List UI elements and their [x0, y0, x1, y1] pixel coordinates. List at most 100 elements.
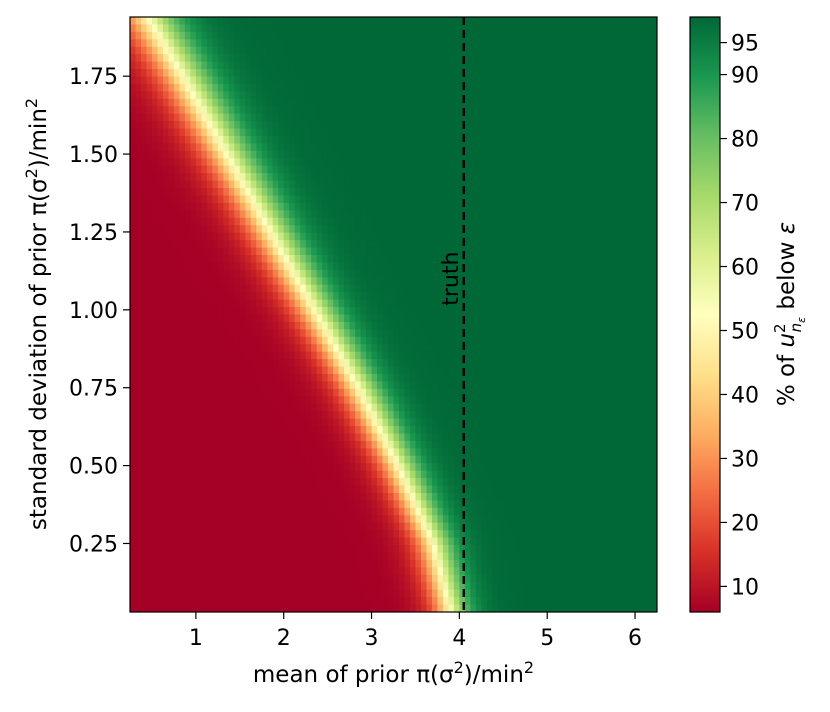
heatmap-cell [398, 396, 406, 405]
heatmap-cell [541, 83, 548, 92]
heatmap-cell [459, 143, 466, 152]
heatmap-cell [333, 374, 340, 383]
heatmap-cell [234, 83, 241, 92]
heatmap-cell [552, 46, 559, 55]
heatmap-cell [179, 143, 186, 152]
heatmap-cell [327, 262, 334, 271]
heatmap-cell [464, 98, 471, 107]
heatmap-cell [355, 54, 362, 63]
heatmap-cell [140, 195, 148, 204]
heatmap-cell [404, 173, 411, 182]
heatmap-cell [327, 292, 334, 301]
heatmap-cell [157, 217, 164, 226]
heatmap-cell [629, 39, 636, 48]
heatmap-cell [602, 299, 609, 308]
heatmap-cell [442, 180, 449, 189]
heatmap-cell [217, 307, 224, 316]
heatmap-cell [382, 329, 389, 338]
heatmap-cell [404, 381, 411, 390]
heatmap-cell [283, 366, 290, 375]
heatmap-cell [459, 277, 466, 286]
heatmap-cell [514, 83, 521, 92]
heatmap-cell [338, 121, 345, 130]
heatmap-cell [234, 98, 241, 107]
heatmap-cell [206, 91, 213, 100]
heatmap-cell [629, 321, 636, 330]
heatmap-cell [415, 113, 422, 122]
heatmap-cell [563, 136, 570, 145]
heatmap-cell [140, 143, 148, 152]
heatmap-cell [525, 284, 532, 293]
heatmap-cell [234, 217, 241, 226]
heatmap-cell [420, 314, 428, 323]
heatmap-cell [503, 314, 510, 323]
heatmap-cell [201, 225, 208, 234]
heatmap-cell [420, 336, 428, 345]
heatmap-cell [267, 188, 274, 197]
heatmap-cell [371, 150, 378, 159]
heatmap-cell [201, 83, 208, 92]
heatmap-cell [541, 374, 548, 383]
heatmap-cell [130, 217, 137, 226]
heatmap-cell [563, 277, 570, 286]
heatmap-cell [267, 165, 274, 174]
heatmap-cell [355, 225, 362, 234]
heatmap-cell [245, 202, 252, 211]
heatmap-cell [525, 307, 532, 316]
heatmap-cell [355, 69, 362, 78]
heatmap-cell [420, 240, 428, 249]
heatmap-cell [338, 277, 345, 286]
heatmap-cell [228, 210, 235, 219]
heatmap-cell [195, 17, 202, 26]
heatmap-cell [536, 284, 543, 293]
heatmap-cell [646, 173, 653, 182]
heatmap-cell [278, 336, 285, 345]
heatmap-cell [256, 344, 263, 353]
heatmap-cell [371, 188, 378, 197]
heatmap-cell [607, 388, 614, 397]
heatmap-cell [415, 46, 422, 55]
heatmap-cell [398, 344, 406, 353]
heatmap-cell [157, 113, 164, 122]
heatmap-cell [640, 351, 647, 360]
heatmap-cell [497, 39, 504, 48]
heatmap-cell [426, 269, 433, 278]
heatmap-cell [596, 284, 603, 293]
heatmap-cell [151, 374, 159, 383]
heatmap-cell [448, 143, 455, 152]
heatmap-cell [519, 314, 526, 323]
heatmap-cell [377, 202, 384, 211]
heatmap-cell [283, 61, 290, 70]
heatmap-cell [201, 374, 208, 383]
heatmap-cell [393, 366, 400, 375]
heatmap-cell [629, 17, 636, 26]
heatmap-cell [371, 76, 378, 85]
heatmap-cell [294, 98, 301, 107]
heatmap-cell [256, 113, 263, 122]
heatmap-cell [508, 106, 515, 115]
heatmap-cell [300, 17, 307, 26]
heatmap-cell [415, 359, 422, 368]
heatmap-cell [228, 143, 235, 152]
heatmap-cell [294, 262, 301, 271]
heatmap-cell [305, 381, 312, 390]
heatmap-cell [294, 344, 301, 353]
heatmap-cell [596, 143, 603, 152]
heatmap-cell [360, 344, 367, 353]
heatmap-cell [536, 188, 543, 197]
heatmap-cell [311, 336, 318, 345]
heatmap-cell [344, 321, 351, 330]
heatmap-cell [157, 262, 164, 271]
heatmap-cell [602, 31, 609, 40]
heatmap-cell [201, 388, 208, 397]
heatmap-cell [541, 262, 548, 271]
heatmap-cell [184, 165, 191, 174]
heatmap-cell [497, 76, 504, 85]
heatmap-cell [256, 217, 263, 226]
heatmap-cell [470, 202, 477, 211]
heatmap-cell [157, 351, 164, 360]
heatmap-cell [453, 136, 460, 145]
heatmap-cell [459, 366, 466, 375]
heatmap-cell [475, 24, 482, 33]
heatmap-cell [316, 374, 323, 383]
